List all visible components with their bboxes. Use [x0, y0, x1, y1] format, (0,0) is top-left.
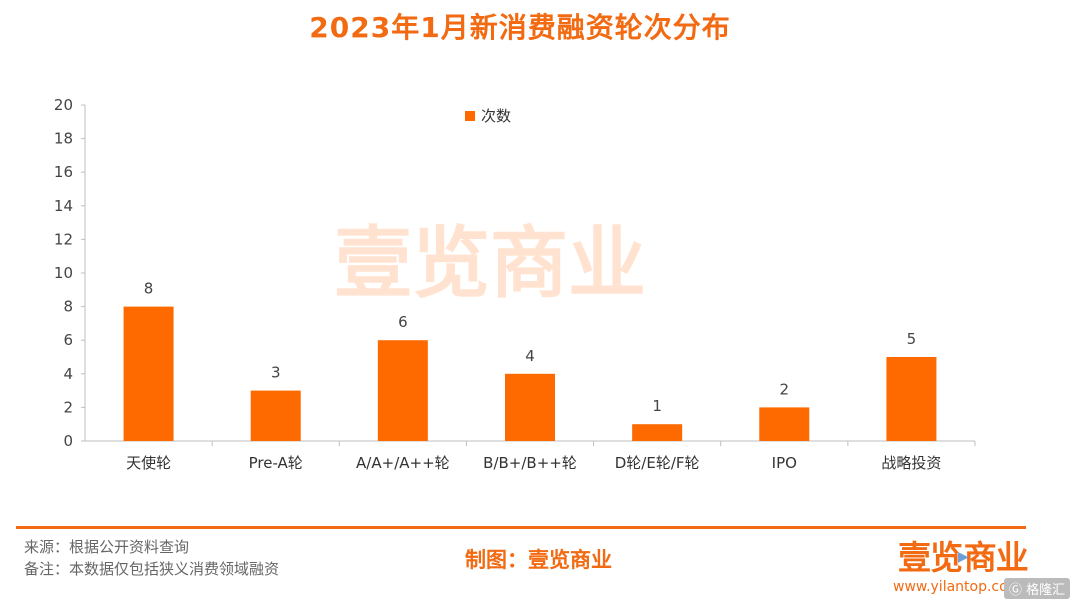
- bar: [250, 390, 301, 441]
- x-tick-label: 天使轮: [126, 454, 171, 472]
- watermark-text: 壹览商业: [334, 219, 646, 309]
- data-label: 1: [652, 397, 662, 415]
- brand-logo-text-2: 商业: [963, 538, 1029, 577]
- source-watermark: Ⓖ 格隆汇: [1004, 578, 1071, 599]
- data-label: 8: [144, 280, 154, 298]
- y-tick-label: 10: [54, 264, 73, 282]
- y-tick-label: 12: [54, 230, 73, 248]
- data-label: 3: [271, 364, 281, 382]
- brand-logo-text-1: 壹览: [898, 538, 963, 577]
- chart-title: 2023年1月新消费融资轮次分布: [309, 11, 731, 44]
- data-label: 4: [525, 347, 535, 365]
- bar: [886, 357, 937, 441]
- remark-note: 备注：本数据仅包括狭义消费领域融资: [24, 560, 280, 578]
- y-tick-label: 18: [54, 130, 73, 148]
- x-tick-label: A/A+/A++轮: [356, 454, 450, 472]
- brand-logo: 壹览▶商业: [898, 531, 1029, 579]
- data-label: 5: [907, 330, 917, 348]
- bar: [505, 373, 555, 441]
- source-watermark-text: 格隆汇: [1026, 583, 1066, 598]
- data-label: 2: [780, 380, 790, 398]
- legend-label: 次数: [481, 107, 511, 125]
- footer-divider: [16, 526, 1026, 529]
- x-tick-label: 战略投资: [881, 454, 941, 472]
- y-tick-label: 2: [63, 398, 73, 416]
- bar: [377, 340, 428, 441]
- maker-credit: 制图：壹览商业: [465, 548, 612, 572]
- y-tick-label: 16: [54, 163, 73, 181]
- legend-swatch: [465, 111, 475, 121]
- data-label: 6: [398, 313, 408, 331]
- x-tick-label: IPO: [772, 454, 797, 472]
- y-tick-label: 0: [63, 432, 73, 450]
- y-tick-label: 4: [63, 365, 73, 383]
- y-tick-label: 14: [54, 197, 73, 215]
- footer-notes: 来源：根据公开资料查询 备注：本数据仅包括狭义消费领域融资: [24, 536, 279, 580]
- y-tick-label: 8: [63, 298, 73, 316]
- y-tick-label: 6: [63, 331, 73, 349]
- bar: [632, 424, 683, 441]
- play-triangle-icon: ▶: [958, 549, 969, 565]
- source-note: 来源：根据公开资料查询: [24, 538, 190, 556]
- website-link[interactable]: www.yilantop.com: [893, 579, 1022, 595]
- bar: [759, 407, 810, 441]
- x-tick-label: B/B+/B++轮: [483, 454, 577, 472]
- x-tick-label: D轮/E轮/F轮: [615, 454, 700, 472]
- x-tick-label: Pre-A轮: [249, 454, 303, 472]
- y-tick-label: 20: [54, 96, 73, 114]
- bar: [123, 306, 174, 441]
